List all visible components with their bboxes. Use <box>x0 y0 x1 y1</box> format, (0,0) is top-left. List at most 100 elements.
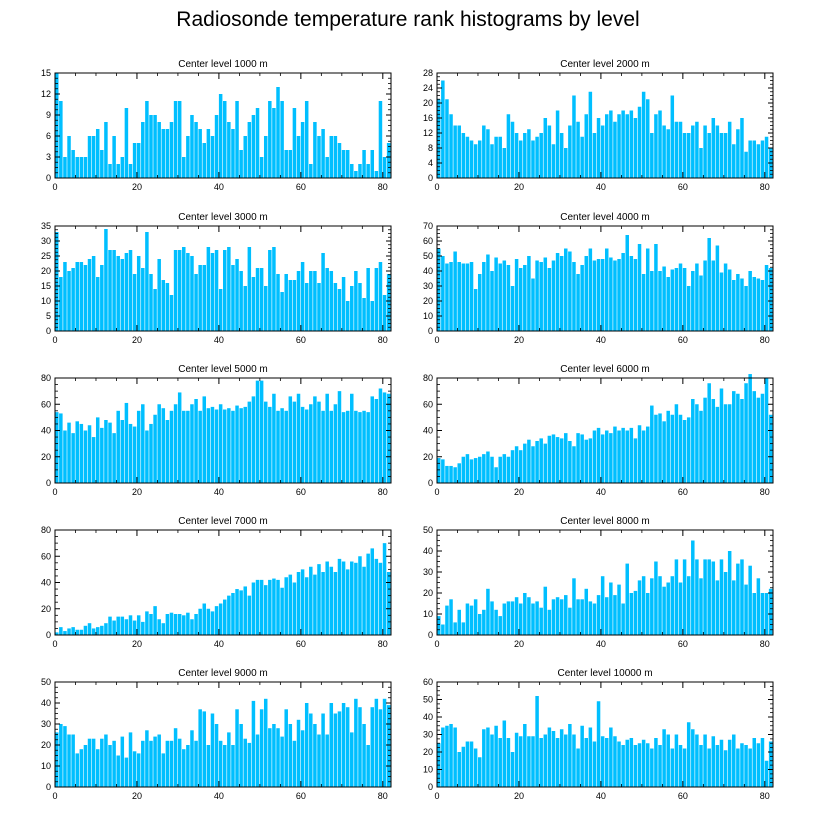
histogram-bar <box>272 393 276 483</box>
histogram-bar <box>662 729 666 787</box>
y-tick-label: 12 <box>423 128 433 138</box>
histogram-bar <box>329 566 334 635</box>
histogram-bar <box>727 121 732 178</box>
histogram-bar <box>345 150 350 178</box>
histogram-bar <box>486 588 490 635</box>
y-tick-label: 40 <box>41 698 51 708</box>
x-tick-label: 60 <box>296 182 306 192</box>
histogram-bar <box>645 99 650 178</box>
histogram-bar <box>473 289 478 331</box>
x-tick-label: 20 <box>132 182 142 192</box>
histogram-bar <box>149 423 153 483</box>
histogram-bar <box>235 405 239 483</box>
histogram-bar <box>108 250 112 331</box>
histogram-bar <box>527 129 531 178</box>
histogram-bar <box>547 268 552 331</box>
x-tick-label: 20 <box>132 487 142 497</box>
histogram-bar <box>55 412 59 484</box>
histogram-bar <box>120 259 125 331</box>
y-tick-label: 80 <box>41 373 51 383</box>
histogram-bar <box>116 616 120 636</box>
histogram-bar <box>321 129 325 178</box>
histogram-bar <box>95 749 100 787</box>
y-tick-label: 40 <box>423 546 433 556</box>
histogram-bar <box>506 265 511 331</box>
y-tick-label: 10 <box>423 311 433 321</box>
histogram-bar <box>756 144 761 178</box>
histogram-bar <box>576 599 580 635</box>
histogram-bar <box>190 256 194 331</box>
histogram-bar <box>736 748 740 787</box>
x-tick-label: 20 <box>514 639 524 649</box>
histogram-bar <box>678 263 683 331</box>
histogram-bar <box>354 410 358 483</box>
histogram-bar <box>341 561 346 635</box>
histogram-bar <box>239 590 243 636</box>
histogram-bar <box>605 430 609 483</box>
histogram-bar <box>469 262 474 331</box>
panel-title: Center level 3000 m <box>178 212 268 223</box>
histogram-bar <box>95 417 100 484</box>
histogram-bar <box>194 614 198 635</box>
histogram-bar <box>288 150 293 178</box>
y-tick-label: 40 <box>423 426 433 436</box>
histogram-bar <box>182 157 186 178</box>
histogram-bar <box>313 574 317 636</box>
y-tick-label: 30 <box>423 567 433 577</box>
histogram-bar <box>498 263 502 331</box>
histogram-bar <box>284 410 288 483</box>
histogram-bar <box>506 738 511 787</box>
histogram-bar <box>210 136 215 178</box>
histogram-bar <box>341 277 346 331</box>
histogram-bar <box>354 698 358 787</box>
x-tick-label: 20 <box>514 182 524 192</box>
histogram-bar <box>531 278 535 331</box>
histogram-bar <box>190 619 194 635</box>
histogram-bar <box>719 739 724 787</box>
histogram-bar <box>715 745 720 787</box>
histogram-bar <box>79 423 84 483</box>
histogram-bar <box>482 609 486 635</box>
histogram-bar <box>518 736 523 787</box>
histogram-bar <box>218 603 223 635</box>
histogram-bar <box>768 741 773 787</box>
panel-title: Center level 8000 m <box>560 516 650 527</box>
histogram-bar <box>670 269 675 331</box>
histogram-bar <box>449 465 453 483</box>
histogram-bar <box>707 133 711 178</box>
histogram-bar <box>284 150 288 178</box>
y-tick-label: 20 <box>423 296 433 306</box>
histogram-bar <box>313 724 317 787</box>
histogram-bar <box>506 114 511 178</box>
x-tick-label: 60 <box>678 335 688 345</box>
histogram-bar <box>477 757 482 787</box>
histogram-bar <box>502 148 507 178</box>
histogram-bar <box>510 286 515 331</box>
histogram-bar <box>756 397 761 483</box>
histogram-bar <box>498 136 502 178</box>
histogram-bar <box>198 410 202 483</box>
histogram-bar <box>490 734 494 787</box>
histogram-bar <box>374 698 379 787</box>
histogram-bar <box>325 561 329 635</box>
histogram-bar <box>198 129 202 178</box>
histogram-bar <box>104 420 108 483</box>
histogram-bar <box>477 274 482 331</box>
histogram-bar <box>441 727 445 787</box>
histogram-bar <box>83 265 88 331</box>
x-tick-label: 20 <box>132 335 142 345</box>
histogram-bar <box>723 750 728 787</box>
histogram-bar <box>276 728 280 787</box>
histogram-bar <box>104 734 108 787</box>
histogram-bar <box>727 269 732 331</box>
x-tick-label: 60 <box>296 335 306 345</box>
histogram-bar <box>272 108 276 178</box>
histogram-bar <box>764 136 769 178</box>
histogram-bar <box>141 404 145 483</box>
histogram-bar <box>523 133 527 178</box>
histogram-bar <box>711 561 716 635</box>
histogram-bar <box>362 724 366 787</box>
histogram-bar <box>650 271 654 331</box>
histogram-bar <box>186 612 190 635</box>
histogram-bar <box>732 391 736 484</box>
